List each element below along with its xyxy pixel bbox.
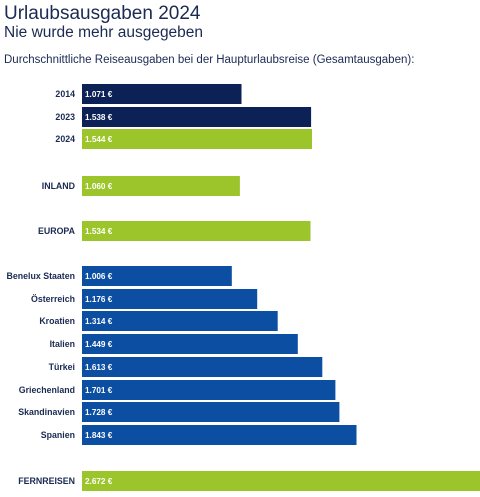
value-label-2014: 1.071 € — [85, 90, 113, 99]
bar-2014 — [82, 84, 242, 104]
bar-skandinavien — [82, 402, 340, 422]
category-label-osterreich: Österreich — [31, 294, 75, 304]
chart-title: Urlaubsausgaben 2024 — [4, 3, 201, 24]
bar-kroatien — [82, 311, 278, 331]
bar-osterreich — [82, 289, 258, 309]
value-label-spanien: 1.843 € — [85, 431, 113, 440]
category-label-turkei: Türkei — [49, 362, 75, 372]
category-label-skandinavien: Skandinavien — [18, 407, 75, 417]
category-label-kroatien: Kroatien — [39, 316, 75, 326]
category-label-2024: 2024 — [55, 134, 75, 144]
category-label-griechenland: Griechenland — [19, 385, 75, 395]
chart-subtitle: Nie wurde mehr ausgegeben — [4, 24, 204, 41]
value-label-fernreisen: 2.672 € — [85, 477, 113, 486]
bar-inland — [82, 176, 240, 196]
value-label-inland: 1.060 € — [85, 182, 113, 191]
bar-turkei — [82, 357, 323, 377]
category-label-inland: INLAND — [42, 181, 75, 191]
value-label-2024: 1.544 € — [85, 135, 113, 144]
bar-benelux-staaten — [82, 266, 232, 286]
value-label-benelux-staaten: 1.006 € — [85, 272, 113, 281]
category-label-spanien: Spanien — [41, 430, 75, 440]
category-label-2023: 2023 — [55, 112, 75, 122]
bar-spanien — [82, 425, 357, 445]
category-label-italien: Italien — [50, 339, 75, 349]
category-label-europa: EUROPA — [38, 226, 76, 236]
value-label-kroatien: 1.314 € — [85, 317, 113, 326]
category-label-fernreisen: FERNREISEN — [18, 476, 75, 486]
value-label-europa: 1.534 € — [85, 227, 113, 236]
bar-italien — [82, 334, 298, 354]
value-label-griechenland: 1.701 € — [85, 386, 113, 395]
bar-fernreisen — [82, 471, 480, 491]
value-label-2023: 1.538 € — [85, 113, 113, 122]
chart-caption: Durchschnittliche Reiseausgaben bei der … — [4, 54, 415, 66]
value-label-skandinavien: 1.728 € — [85, 408, 113, 417]
category-label-2014: 2014 — [55, 89, 75, 99]
bar-europa — [82, 221, 311, 241]
category-label-benelux-staaten: Benelux Staaten — [7, 271, 75, 281]
bar-2024 — [82, 129, 312, 149]
value-label-italien: 1.449 € — [85, 340, 113, 349]
value-label-osterreich: 1.176 € — [85, 295, 113, 304]
bar-2023 — [82, 107, 312, 127]
value-label-turkei: 1.613 € — [85, 363, 113, 372]
bar-griechenland — [82, 380, 336, 400]
